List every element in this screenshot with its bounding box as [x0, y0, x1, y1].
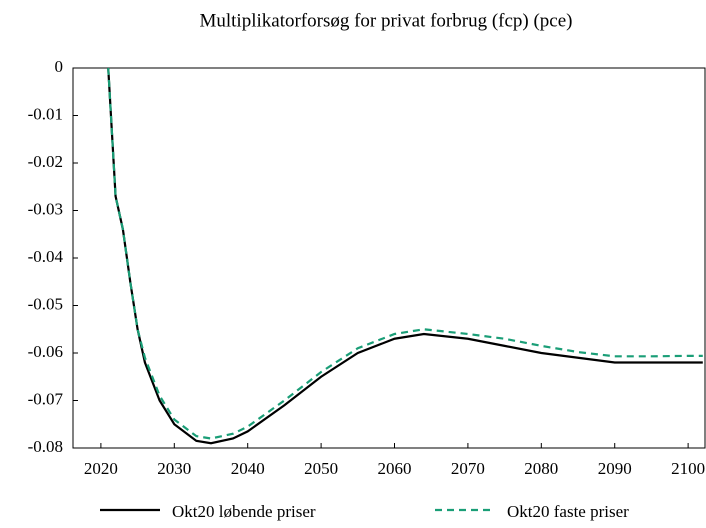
y-tick-label: -0.04: [28, 247, 64, 266]
x-tick-label: 2050: [304, 459, 338, 478]
y-tick-label: -0.01: [28, 104, 63, 123]
y-tick-label: -0.03: [28, 199, 63, 218]
plot-frame: [72, 67, 706, 449]
x-tick-label: 2100: [671, 459, 705, 478]
legend-label: Okt20 faste priser: [507, 502, 629, 521]
data-line: [107, 67, 703, 440]
y-tick-label: -0.05: [28, 294, 63, 313]
y-tick-label: -0.07: [28, 389, 64, 408]
y-tick-label: -0.02: [28, 152, 63, 171]
x-tick-label: 2080: [524, 459, 558, 478]
x-tick-label: 2030: [157, 459, 191, 478]
y-tick-label: -0.06: [28, 342, 63, 361]
legend-label: Okt20 løbende priser: [172, 502, 316, 521]
x-tick-label: 2060: [378, 459, 412, 478]
y-tick-label: -0.08: [28, 437, 63, 456]
x-tick-label: 2090: [598, 459, 632, 478]
x-tick-label: 2070: [451, 459, 485, 478]
data-line: [107, 67, 703, 445]
x-tick-label: 2040: [231, 459, 265, 478]
y-tick-label: 0: [55, 57, 64, 76]
x-tick-label: 2020: [84, 459, 118, 478]
chart-title: Multiplikatorforsøg for privat forbrug (…: [199, 10, 572, 31]
